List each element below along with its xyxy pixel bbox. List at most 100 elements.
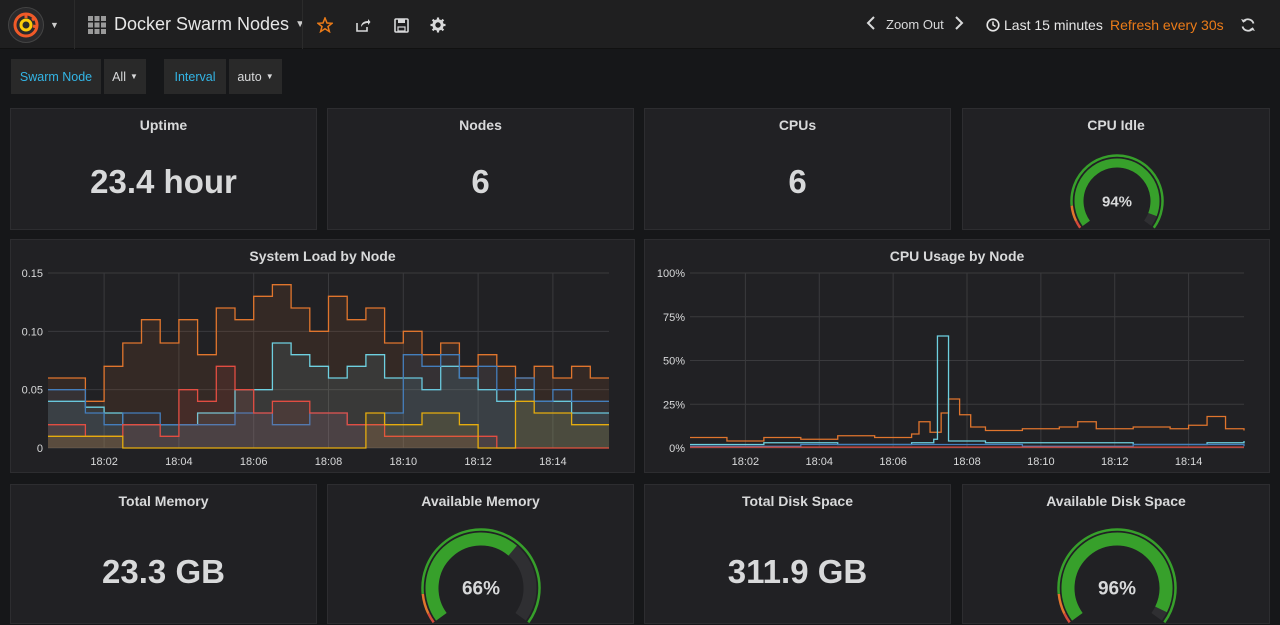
y-tick-label: 0 [37, 443, 43, 455]
y-tick-label: 0.15 [22, 268, 43, 280]
variable-value: auto [237, 69, 262, 84]
x-tick-label: 18:06 [879, 456, 907, 468]
panel-title[interactable]: Total Disk Space [741, 493, 853, 509]
series-area [48, 401, 609, 448]
panel-available-disk: Available Disk Space 96% [962, 484, 1270, 624]
gauge-threshold-green [1070, 154, 1164, 229]
stat-value: 6 [471, 163, 490, 200]
variable-value: All [112, 69, 126, 84]
panel-nodes: Nodes 6 [327, 108, 634, 230]
x-tick-label: 18:02 [732, 456, 760, 468]
x-tick-label: 18:04 [165, 456, 193, 468]
gauge-threshold-green [1057, 528, 1177, 624]
panel-title[interactable]: System Load by Node [249, 248, 396, 264]
chevron-right-icon[interactable] [954, 16, 964, 33]
gauge: 66% [421, 528, 541, 624]
y-tick-label: 0% [669, 443, 685, 455]
time-range-label: Last 15 minutes [1004, 16, 1103, 33]
dashboard-title: Docker Swarm Nodes [114, 14, 290, 34]
dashboard-grid-icon [88, 15, 106, 34]
share-icon [356, 19, 371, 32]
gauge-threshold-orange [1057, 593, 1066, 615]
x-tick-label: 18:10 [390, 456, 418, 468]
grafana-logo-icon [8, 7, 44, 43]
refresh-interval-picker[interactable]: Refresh every 30s [1110, 16, 1224, 33]
y-tick-label: 75% [663, 312, 685, 324]
series-line [48, 354, 609, 426]
chevron-left-icon[interactable] [866, 16, 876, 33]
gauge-value-arc [1074, 158, 1160, 226]
dashboard-picker[interactable]: Docker Swarm Nodes ▼ [80, 0, 305, 49]
refresh-button[interactable] [1240, 0, 1256, 49]
gauge: 94% [1070, 154, 1164, 229]
gear-icon [430, 17, 446, 33]
gauge-value-arc [1061, 532, 1173, 621]
star-icon [317, 17, 333, 33]
x-tick-label: 18:14 [539, 456, 567, 468]
star-button[interactable] [314, 14, 336, 36]
top-navbar: ▼ Docker Swarm Nodes ▼ Zoom Out Last 15 … [0, 0, 1280, 49]
panel-title[interactable]: CPU Usage by Node [889, 248, 1025, 264]
chevron-down-icon: ▼ [265, 72, 274, 81]
series-line [690, 443, 1245, 447]
panel-title[interactable]: Nodes [459, 117, 502, 133]
series-line [48, 284, 609, 402]
clock-icon [986, 17, 1000, 32]
share-button[interactable] [352, 14, 374, 36]
variable-interval-select[interactable]: auto ▼ [229, 59, 282, 94]
y-tick-label: 25% [663, 399, 685, 411]
settings-button[interactable] [427, 14, 449, 36]
variable-label-swarm-node: Swarm Node [11, 59, 101, 94]
stat-value: 311.9 GB [727, 553, 868, 590]
chevron-down-icon: ▼ [295, 19, 305, 30]
panel-title[interactable]: Uptime [139, 117, 188, 133]
x-tick-label: 18:06 [240, 456, 268, 468]
chevron-down-icon: ▼ [50, 20, 59, 30]
panel-cpu-usage: CPU Usage by Node 0% 25% 50% 75% 100% 18:02 18… [644, 239, 1270, 473]
panel-title[interactable]: CPUs [778, 117, 817, 133]
y-tick-label: 0.10 [22, 326, 43, 338]
x-tick-label: 18:12 [1101, 456, 1129, 468]
series-area [48, 366, 609, 448]
x-tick-label: 18:08 [315, 456, 343, 468]
gauge-value-label: 96% [1098, 579, 1136, 600]
panel-uptime: Uptime 23.4 hour [10, 108, 317, 230]
series-line [690, 398, 1245, 442]
gauge-value-label: 66% [462, 579, 500, 600]
panel-total-memory: Total Memory 23.3 GB [10, 484, 317, 624]
variable-label-interval: Interval [164, 59, 226, 94]
grafana-menu-button[interactable]: ▼ [8, 5, 66, 45]
chevron-down-icon: ▼ [129, 72, 138, 81]
panel-system-load: System Load by Node 0 0.05 0.10 0.15 18:02 18… [10, 239, 635, 473]
save-icon [393, 17, 409, 33]
panel-title[interactable]: Available Memory [421, 493, 540, 509]
y-tick-label: 0.05 [22, 385, 43, 397]
panel-title[interactable]: Total Memory [118, 493, 209, 509]
system-load-chart: 0 0.05 0.10 0.15 18:02 18:04 18:06 18:08 18:10 18… [22, 268, 609, 468]
series-line [48, 365, 609, 449]
stat-value: 23.4 hour [90, 163, 237, 200]
refresh-icon [1241, 17, 1255, 32]
zoom-out-button[interactable]: Zoom Out [886, 17, 944, 32]
gauge: 96% [1057, 528, 1177, 624]
gauge-value-label: 94% [1102, 193, 1132, 210]
x-tick-label: 18:04 [806, 456, 834, 468]
zoom-controls: Zoom Out [866, 0, 964, 49]
gauge-threshold-green [421, 528, 541, 624]
x-tick-label: 18:08 [953, 456, 981, 468]
divider [302, 0, 303, 49]
variable-swarm-node-select[interactable]: All ▼ [104, 59, 146, 94]
panel-title[interactable]: CPU Idle [1087, 117, 1145, 133]
gauge-threshold-red [1074, 220, 1082, 229]
time-range-picker[interactable]: Last 15 minutes [986, 0, 1103, 49]
series-line [48, 400, 609, 449]
panel-title[interactable]: Available Disk Space [1046, 493, 1186, 509]
y-tick-label: 100% [657, 268, 685, 280]
panel-cpus: CPUs 6 [644, 108, 951, 230]
x-tick-label: 18:12 [464, 456, 492, 468]
gauge-threshold-orange [421, 593, 430, 615]
save-button[interactable] [390, 14, 412, 36]
stat-value: 23.3 GB [102, 553, 225, 590]
divider [74, 0, 75, 49]
panel-total-disk: Total Disk Space 311.9 GB [644, 484, 951, 624]
